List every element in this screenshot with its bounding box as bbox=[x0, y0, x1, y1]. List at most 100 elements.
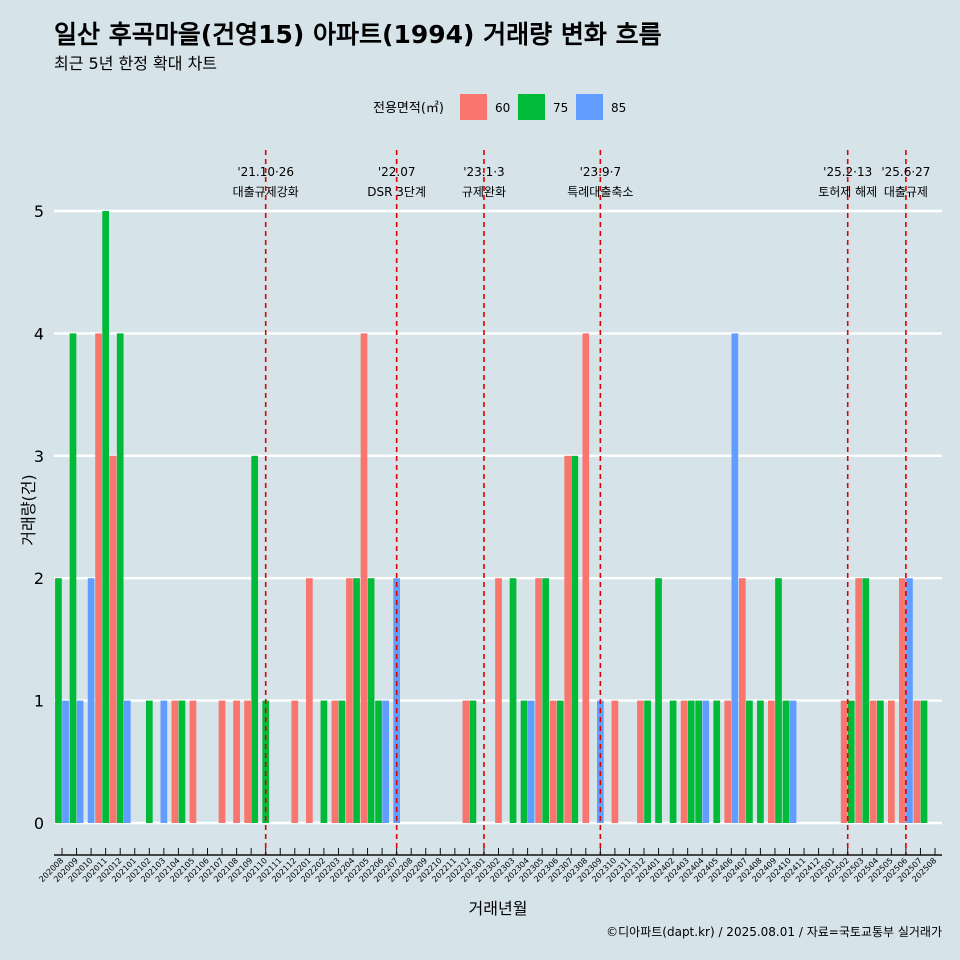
annotation-text: 규제완화 bbox=[462, 185, 506, 199]
y-tick-label: 1 bbox=[34, 692, 44, 711]
legend-label: 60 bbox=[495, 101, 510, 115]
bar bbox=[55, 578, 62, 823]
bar bbox=[527, 700, 535, 823]
bar bbox=[582, 333, 590, 823]
legend-label: 75 bbox=[553, 101, 568, 115]
bar bbox=[495, 578, 502, 823]
bars bbox=[55, 211, 928, 823]
bar bbox=[346, 578, 353, 823]
y-axis-title: 거래량(건) bbox=[19, 474, 38, 545]
legend-label: 85 bbox=[611, 101, 626, 115]
bar bbox=[862, 578, 870, 823]
bar bbox=[382, 700, 389, 823]
annotation-text: 특례대출축소 bbox=[567, 185, 633, 199]
bar bbox=[702, 700, 710, 823]
bar bbox=[644, 700, 651, 823]
y-tick-label: 5 bbox=[34, 202, 44, 221]
y-axis-ticks: 0 1 2 3 4 5 bbox=[34, 202, 44, 833]
bar bbox=[571, 455, 579, 823]
bar bbox=[669, 700, 677, 823]
x-axis: 2020082020092020102020112020122021012021… bbox=[37, 848, 942, 884]
bar bbox=[171, 700, 179, 823]
bar bbox=[160, 700, 168, 823]
caption: ©디아파트(dapt.kr) / 2025.08.01 / 자료=국토교통부 실… bbox=[606, 925, 942, 939]
bar bbox=[920, 700, 928, 823]
bar bbox=[556, 700, 564, 823]
bar bbox=[87, 578, 95, 823]
bar bbox=[847, 700, 855, 823]
bar bbox=[869, 700, 877, 823]
bar bbox=[233, 700, 240, 823]
bar bbox=[251, 455, 259, 823]
bar bbox=[855, 578, 863, 823]
legend: 전용면적(㎡) 60 75 85 bbox=[373, 94, 626, 120]
bar bbox=[535, 578, 542, 823]
bar bbox=[218, 700, 226, 823]
bar bbox=[789, 700, 797, 823]
y-tick-label: 0 bbox=[34, 814, 44, 833]
bar bbox=[102, 211, 109, 823]
bar bbox=[757, 700, 764, 823]
bar bbox=[123, 700, 131, 823]
bar bbox=[262, 700, 270, 823]
bar bbox=[95, 333, 102, 823]
bar bbox=[637, 700, 644, 823]
bar bbox=[782, 700, 790, 823]
bar bbox=[331, 700, 339, 823]
bar bbox=[611, 700, 619, 823]
bar bbox=[76, 700, 84, 823]
bar bbox=[109, 455, 117, 823]
bar bbox=[145, 700, 153, 823]
bar bbox=[360, 333, 368, 823]
bar bbox=[655, 578, 662, 823]
bar bbox=[597, 700, 604, 823]
bar bbox=[768, 700, 775, 823]
bar bbox=[320, 700, 328, 823]
bar bbox=[338, 700, 346, 823]
y-tick-label: 2 bbox=[34, 569, 44, 588]
bar bbox=[244, 700, 251, 823]
annotation-text: 토허제 해제 bbox=[818, 185, 877, 199]
bar bbox=[888, 700, 895, 823]
bar bbox=[695, 700, 702, 823]
y-tick-label: 3 bbox=[34, 447, 44, 466]
bar bbox=[899, 578, 906, 823]
bar bbox=[509, 578, 517, 823]
bar bbox=[462, 700, 470, 823]
bar bbox=[549, 700, 557, 823]
annotation-date: '25.2·13 bbox=[823, 165, 872, 179]
bar bbox=[680, 700, 688, 823]
bar bbox=[738, 578, 746, 823]
bar bbox=[906, 578, 913, 823]
legend-swatch bbox=[460, 94, 487, 120]
annotation-date: '21.10·26 bbox=[237, 165, 294, 179]
bar bbox=[731, 333, 739, 823]
annotation-date: '22.07 bbox=[378, 165, 416, 179]
legend-title: 전용면적(㎡) bbox=[373, 101, 444, 116]
bar bbox=[367, 578, 375, 823]
annotation-date: '25.6·27 bbox=[881, 165, 930, 179]
bar bbox=[713, 700, 721, 823]
bar bbox=[69, 333, 77, 823]
bar bbox=[775, 578, 782, 823]
bar bbox=[469, 700, 477, 823]
bar bbox=[542, 578, 550, 823]
annotation-date: '23.9·7 bbox=[580, 165, 621, 179]
bar bbox=[877, 700, 884, 823]
bar bbox=[62, 700, 69, 823]
bar bbox=[189, 700, 197, 823]
bar bbox=[746, 700, 753, 823]
chart-subtitle: 최근 5년 한정 확대 차트 bbox=[54, 54, 217, 73]
bar bbox=[353, 578, 360, 823]
chart-title: 일산 후곡마을(건영15) 아파트(1994) 거래량 변화 흐름 bbox=[54, 20, 662, 49]
bar bbox=[178, 700, 186, 823]
y-tick-label: 4 bbox=[34, 324, 44, 343]
bar bbox=[724, 700, 732, 823]
bar bbox=[564, 455, 572, 823]
bar bbox=[913, 700, 921, 823]
annotation-text: DSR 3단계 bbox=[367, 185, 426, 199]
annotation-text: 대출규제 bbox=[884, 185, 928, 199]
annotation-lines bbox=[264, 150, 907, 855]
bar bbox=[687, 700, 695, 823]
